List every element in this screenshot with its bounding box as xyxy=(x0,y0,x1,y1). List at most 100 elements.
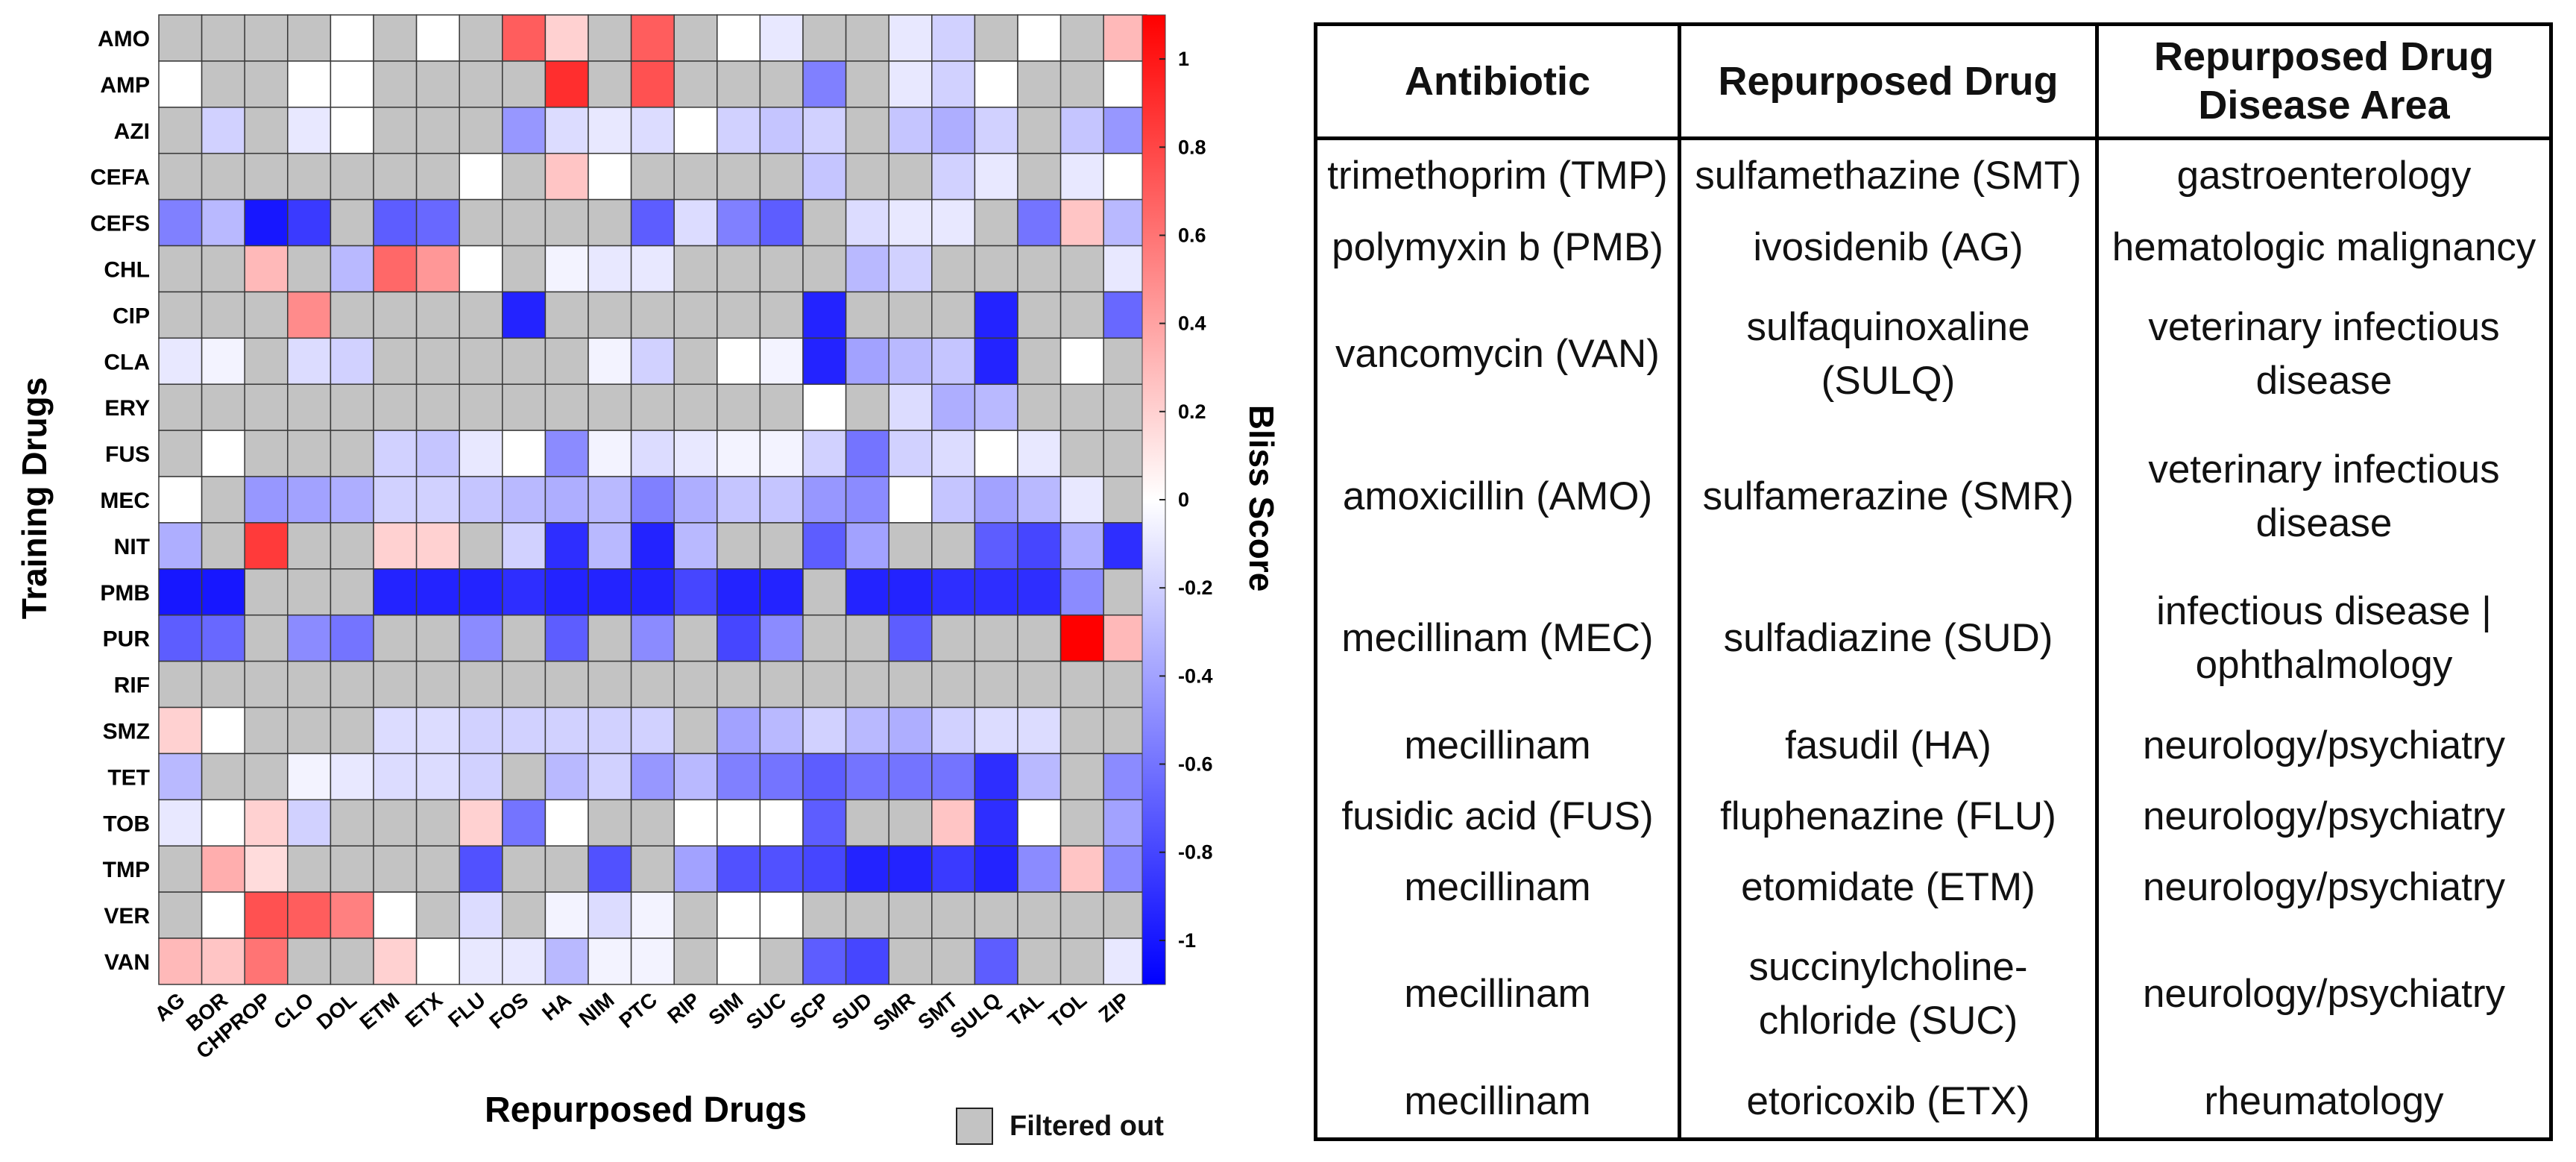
heatmap-cell xyxy=(330,845,374,893)
heatmap-cell xyxy=(673,706,718,755)
heatmap-cell xyxy=(502,60,547,108)
heatmap-cell xyxy=(1017,291,1062,339)
heatmap-cell xyxy=(158,476,203,524)
heatmap-cell xyxy=(1059,660,1104,709)
heatmap-cell xyxy=(373,891,418,939)
cell-disease-area: rheumatology xyxy=(2095,1065,2551,1140)
heatmap-cell xyxy=(888,152,933,201)
heatmap-cell xyxy=(1103,60,1147,108)
heatmap-cell xyxy=(630,291,675,339)
heatmap-cell xyxy=(673,891,718,939)
heatmap-cell xyxy=(330,476,374,524)
heatmap-cell xyxy=(974,245,1018,293)
cell-repurposed-drug: fasudil (HA) xyxy=(1678,709,2097,782)
heatmap-cell xyxy=(845,845,889,893)
heatmap-cell xyxy=(1059,799,1104,847)
heatmap-cell xyxy=(974,706,1018,755)
cell-disease-area: veterinary infectious disease xyxy=(2095,425,2551,568)
heatmap-cell xyxy=(888,522,933,570)
heatmap-cell xyxy=(459,660,503,709)
heatmap-cell xyxy=(415,522,460,570)
heatmap-cell xyxy=(201,706,245,755)
heatmap-cell xyxy=(845,522,889,570)
heatmap-cell xyxy=(544,14,589,62)
heatmap-cell xyxy=(330,430,374,477)
x-tick-label: PTC xyxy=(614,988,661,1033)
heatmap-cell xyxy=(931,799,976,847)
heatmap-cell xyxy=(1017,522,1062,570)
heatmap-cell xyxy=(1017,568,1062,616)
x-tick-label: NIM xyxy=(574,988,618,1031)
heatmap-cell xyxy=(544,614,589,662)
repurposed-drug-table: Antibiotic Repurposed Drug Repurposed Dr… xyxy=(1314,22,2553,1141)
heatmap-cell xyxy=(1059,706,1104,755)
heatmap-cell xyxy=(673,614,718,662)
heatmap-cell xyxy=(330,198,374,247)
heatmap-cell xyxy=(974,60,1018,108)
heatmap-cell xyxy=(415,152,460,201)
heatmap-cell xyxy=(845,891,889,939)
cell-repurposed-drug: sulfadiazine (SUD) xyxy=(1678,568,2097,710)
heatmap-cell xyxy=(544,706,589,755)
y-tick-label: TET xyxy=(107,765,150,790)
heatmap-cell xyxy=(287,383,332,431)
heatmap-cell xyxy=(931,845,976,893)
heatmap-cell xyxy=(201,568,245,616)
heatmap-cell xyxy=(802,522,847,570)
heatmap-cell xyxy=(630,938,675,985)
x-tick-label: HA xyxy=(538,988,576,1026)
cell-antibiotic: polymyxin b (PMB) xyxy=(1332,224,1663,269)
heatmap-cell xyxy=(630,14,675,62)
heatmap-cell xyxy=(845,430,889,477)
heatmap-cell xyxy=(1059,198,1104,247)
heatmap-cell xyxy=(415,430,460,477)
colorbar-tick-label: 0 xyxy=(1178,489,1189,511)
heatmap-cell xyxy=(373,845,418,893)
heatmap-cell xyxy=(931,245,976,293)
heatmap-cell xyxy=(630,660,675,709)
heatmap-cell xyxy=(888,845,933,893)
heatmap-cell xyxy=(888,891,933,939)
heatmap-cell xyxy=(287,522,332,570)
heatmap-cell xyxy=(588,107,632,154)
heatmap-cell xyxy=(330,245,374,293)
heatmap-cell xyxy=(1103,476,1147,524)
heatmap-cell xyxy=(888,938,933,985)
heatmap-cell xyxy=(1059,568,1104,616)
heatmap-cell xyxy=(373,291,418,339)
heatmap-cell xyxy=(544,476,589,524)
heatmap-cell xyxy=(888,753,933,801)
cell-disease-area: neurology/psychiatry xyxy=(2095,709,2551,782)
heatmap-cell xyxy=(244,614,289,662)
heatmap-cell xyxy=(244,522,289,570)
heatmap-cell xyxy=(1017,891,1062,939)
y-tick-label: NIT xyxy=(114,535,150,559)
heatmap-cell xyxy=(673,660,718,709)
heatmap-cell xyxy=(459,799,503,847)
cell-antibiotic: mecillinam xyxy=(1404,723,1591,767)
cell-antibiotic: trimethoprim (TMP) xyxy=(1327,154,1668,198)
heatmap-cell xyxy=(717,614,761,662)
heatmap-cell xyxy=(974,753,1018,801)
cell-antibiotic: mecillinam (MEC) xyxy=(1341,616,1654,661)
heatmap-cell xyxy=(502,568,547,616)
heatmap-cell xyxy=(158,568,203,616)
heatmap-cell xyxy=(201,107,245,154)
heatmap-cell xyxy=(717,245,761,293)
heatmap-cell xyxy=(588,198,632,247)
heatmap-cell xyxy=(845,753,889,801)
heatmap-cell xyxy=(158,107,203,154)
heatmap-cell xyxy=(630,245,675,293)
cell-antibiotic: mecillinam xyxy=(1404,972,1591,1017)
heatmap-cell xyxy=(244,245,289,293)
heatmap-cell xyxy=(502,938,547,985)
heatmap-cell xyxy=(759,337,804,385)
heatmap-cell xyxy=(1017,60,1062,108)
heatmap-cell xyxy=(415,891,460,939)
heatmap-cell xyxy=(888,245,933,293)
heatmap-cell xyxy=(415,706,460,755)
heatmap-cell xyxy=(974,660,1018,709)
heatmap-cell xyxy=(845,660,889,709)
heatmap-cell xyxy=(158,845,203,893)
heatmap-cell xyxy=(158,522,203,570)
